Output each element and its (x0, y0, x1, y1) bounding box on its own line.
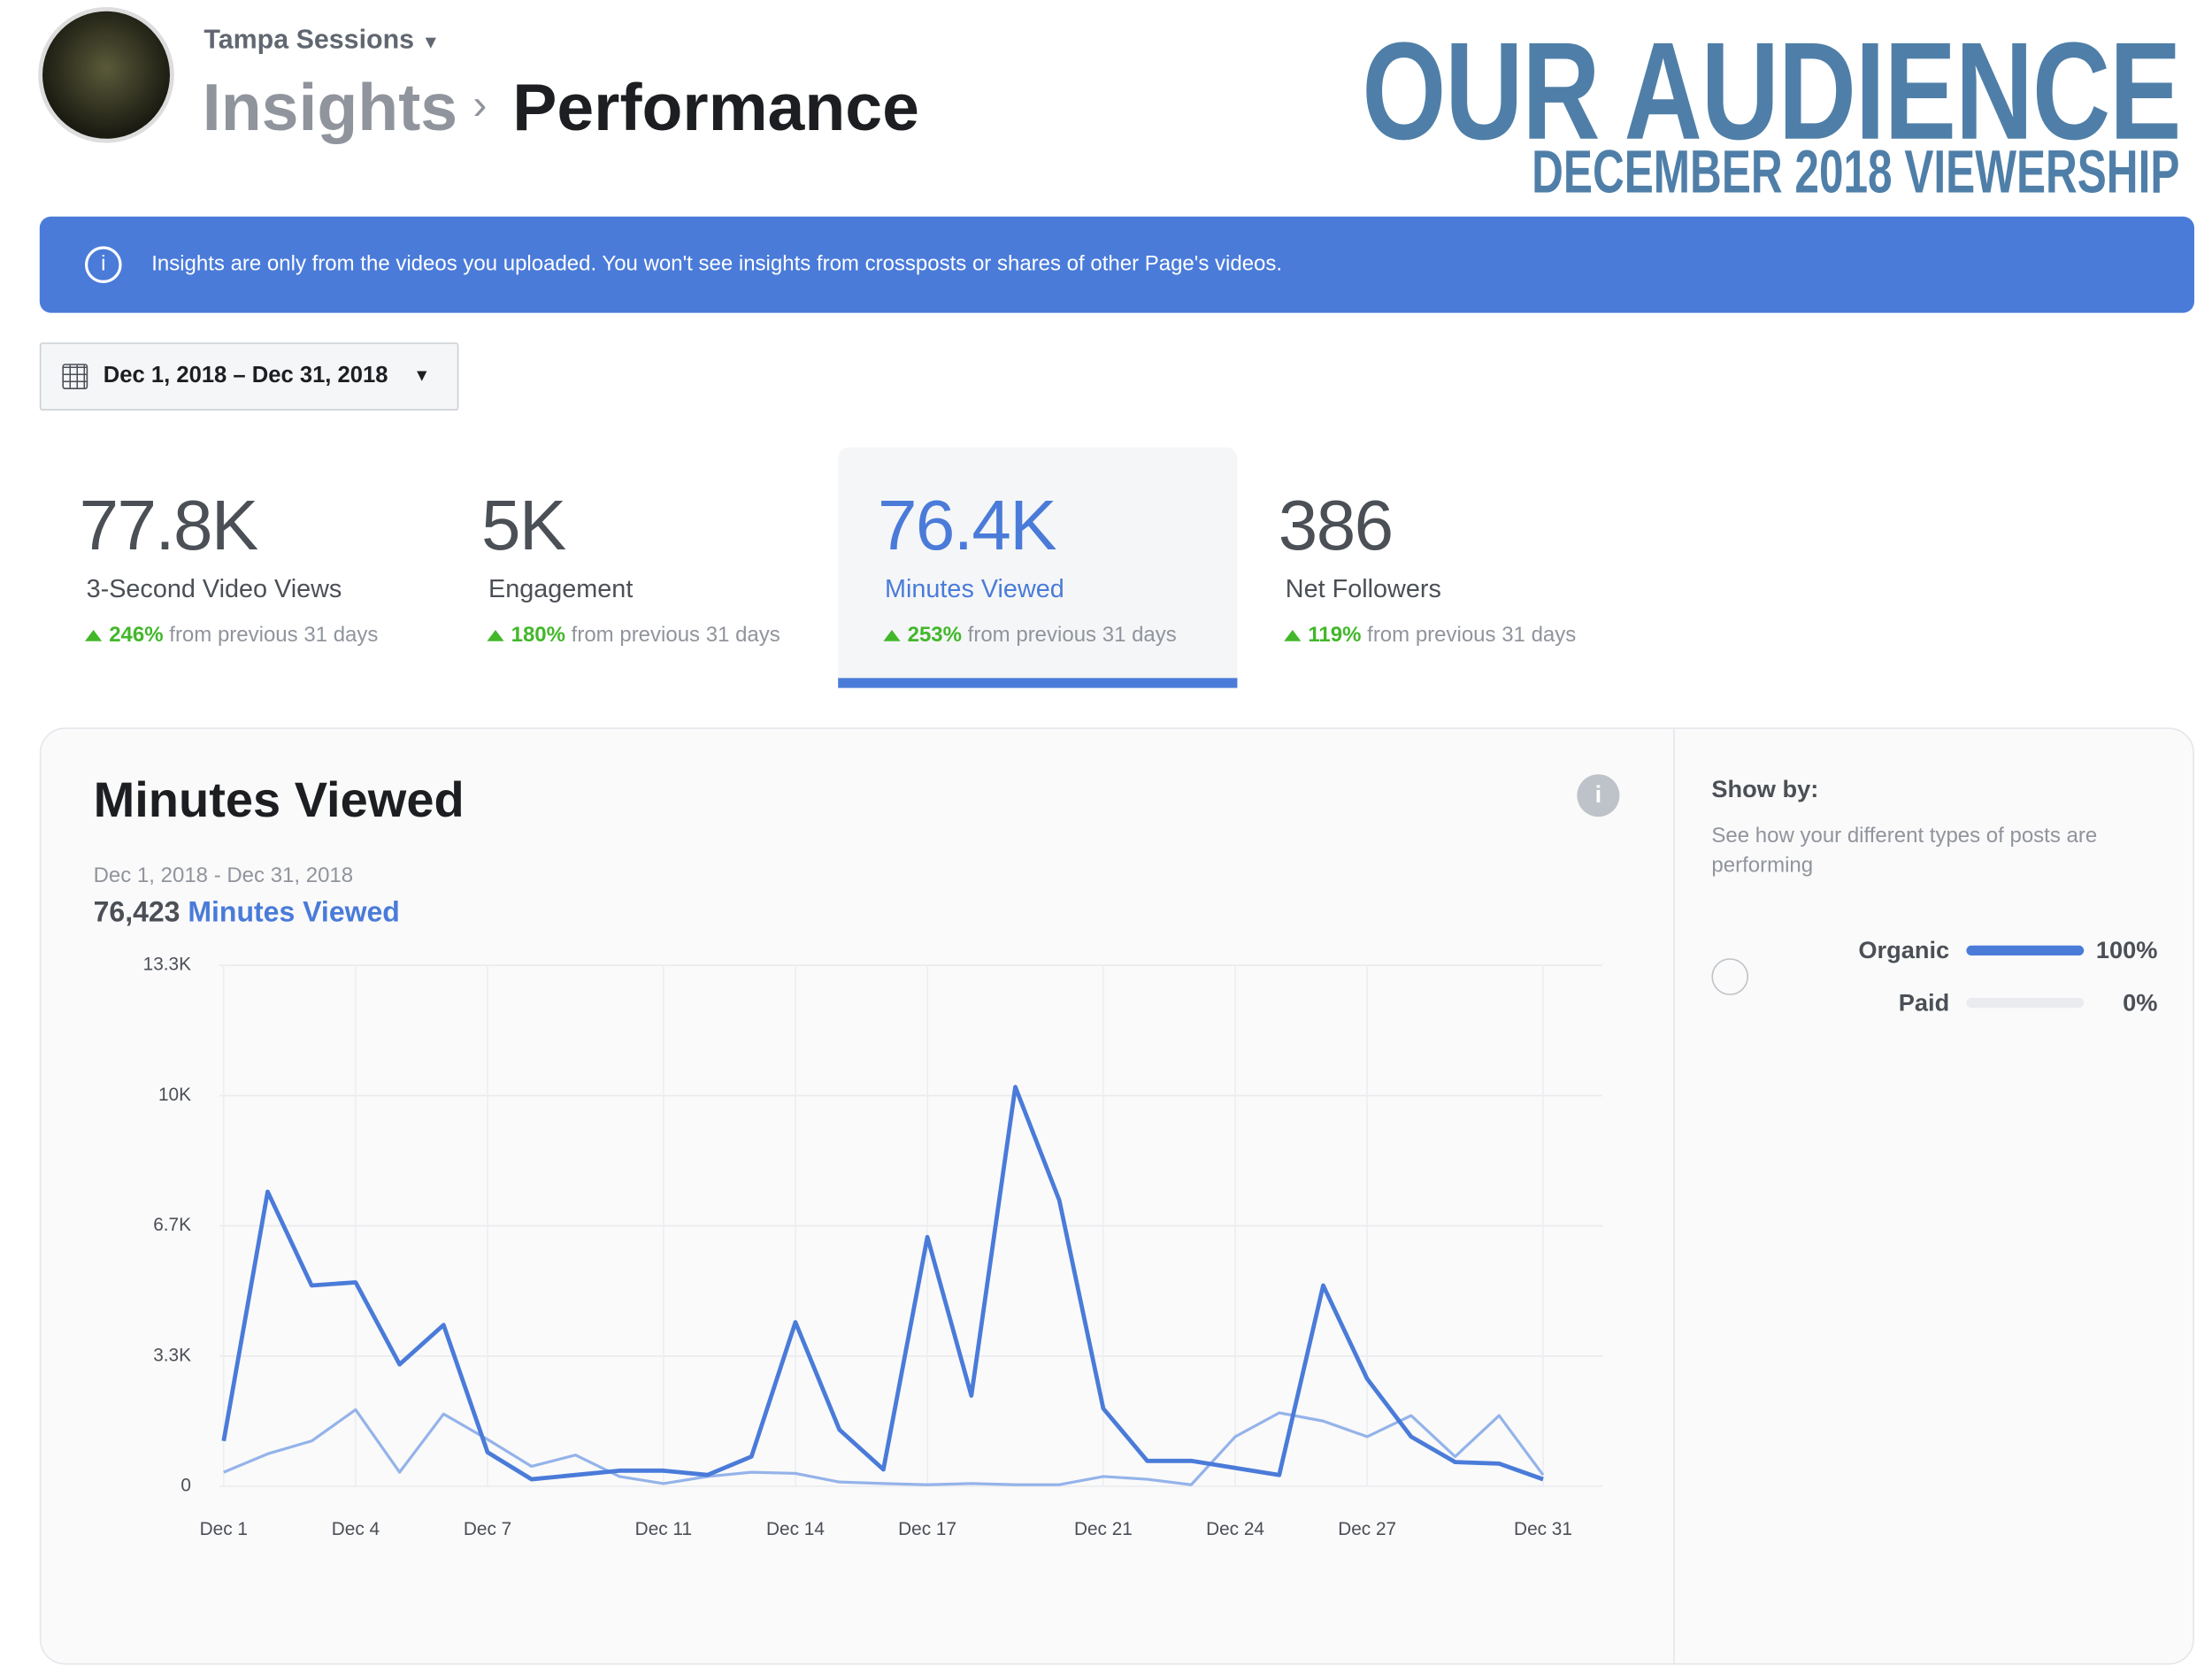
option-bar (1966, 945, 2085, 955)
avatar[interactable] (42, 11, 170, 139)
y-tick-label: 6.7K (153, 1215, 191, 1235)
metric-selected-bar (838, 678, 1238, 688)
y-tick-label: 13.3K (143, 955, 191, 975)
change-value: 253% (907, 623, 962, 648)
up-arrow (487, 630, 504, 641)
total-label: Minutes Viewed (188, 897, 400, 929)
chart-title: Minutes Viewed (93, 772, 465, 828)
change-note: from previous 31 days (571, 623, 780, 648)
x-tick-label: Dec 1 (200, 1519, 248, 1539)
page-name[interactable]: Tampa Sessions ▼ (204, 25, 441, 56)
option-label: Organic (1858, 937, 1950, 964)
option-track (1966, 998, 2085, 1009)
metric-change: 180% from previous 31 days (487, 623, 780, 647)
x-tick-label: Dec 31 (1514, 1519, 1572, 1539)
show-by-title: Show by: (1711, 775, 1819, 803)
x-tick-label: Dec 24 (1206, 1519, 1264, 1539)
option-label: Paid (1898, 989, 1950, 1017)
metric-change: 253% from previous 31 days (883, 623, 1177, 648)
date-picker[interactable]: Dec 1, 2018 – Dec 31, 2018 ▼ (39, 342, 459, 410)
metric-label: Net Followers (1285, 574, 1441, 603)
breadcrumb: Performance (512, 69, 919, 145)
subtitle: DECEMBER 2018 VIEWERSHIP (1532, 138, 2180, 207)
up-arrow (85, 630, 103, 641)
caret: ▼ (413, 364, 431, 386)
change-value: 180% (511, 623, 565, 648)
page-name-text: Tampa Sessions (204, 25, 415, 56)
change-value: 246% (109, 623, 164, 648)
breadcrumb[interactable]: Insights (202, 69, 458, 145)
metric-label: 3-Second Video Views (86, 574, 342, 603)
calendar-icon (62, 364, 88, 389)
x-tick-label: Dec 17 (898, 1519, 956, 1539)
banner: i Insights are only from the videos you … (39, 216, 2194, 313)
metric-label: Minutes Viewed (885, 574, 1064, 603)
radio[interactable] (1711, 958, 1748, 995)
y-tick-label: 10K (158, 1085, 191, 1105)
x-tick-label: Dec 27 (1338, 1519, 1396, 1539)
x-tick-label: Dec 14 (766, 1519, 825, 1539)
divider (1673, 729, 1675, 1663)
chart-range: Dec 1, 2018 - Dec 31, 2018 (93, 863, 354, 888)
up-arrow (1284, 630, 1302, 641)
x-tick-label: Dec 11 (635, 1519, 692, 1539)
option-value: 100% (2095, 937, 2158, 964)
metric-value: 386 (1278, 485, 1394, 565)
up-arrow (883, 630, 901, 641)
option-value: 0% (2123, 989, 2158, 1017)
metric-label: Engagement (488, 574, 634, 603)
title: OUR AUDIENCE (1361, 12, 2181, 169)
change-note: from previous 31 days (1367, 623, 1577, 648)
line (221, 1085, 1544, 1482)
metric-value: 5K (481, 485, 566, 565)
chart-panel (39, 727, 2194, 1665)
change-note: from previous 31 days (169, 623, 379, 648)
x-tick-label: Dec 21 (1074, 1519, 1133, 1539)
x-tick-label: Dec 4 (332, 1519, 380, 1539)
show-by-desc: See how your different types of posts ar… (1711, 824, 2098, 878)
change-value: 119% (1308, 623, 1362, 648)
info-button[interactable]: i (1577, 774, 1620, 817)
metric-change: 246% from previous 31 days (85, 623, 378, 647)
x-tick-label: Dec 7 (464, 1519, 511, 1539)
y-tick-label: 3.3K (153, 1345, 191, 1365)
metric-change: 119% from previous 31 days (1284, 623, 1576, 647)
y-tick-label: 0 (180, 1476, 191, 1496)
metric-value: 76.4K (878, 485, 1057, 565)
metric-value: 77.8K (79, 485, 259, 565)
banner-text: Insights are only from the videos you up… (151, 251, 1283, 276)
chart-total: 76,423 Minutes Viewed (94, 897, 400, 930)
info-icon: i (85, 246, 122, 283)
date-range: Dec 1, 2018 – Dec 31, 2018 (103, 364, 388, 388)
total-value: 76,423 (93, 897, 180, 929)
change-note: from previous 31 days (967, 623, 1177, 648)
metric-selected-bg (838, 447, 1238, 688)
line (223, 1408, 1545, 1486)
breadcrumb-sep: › (472, 81, 488, 129)
